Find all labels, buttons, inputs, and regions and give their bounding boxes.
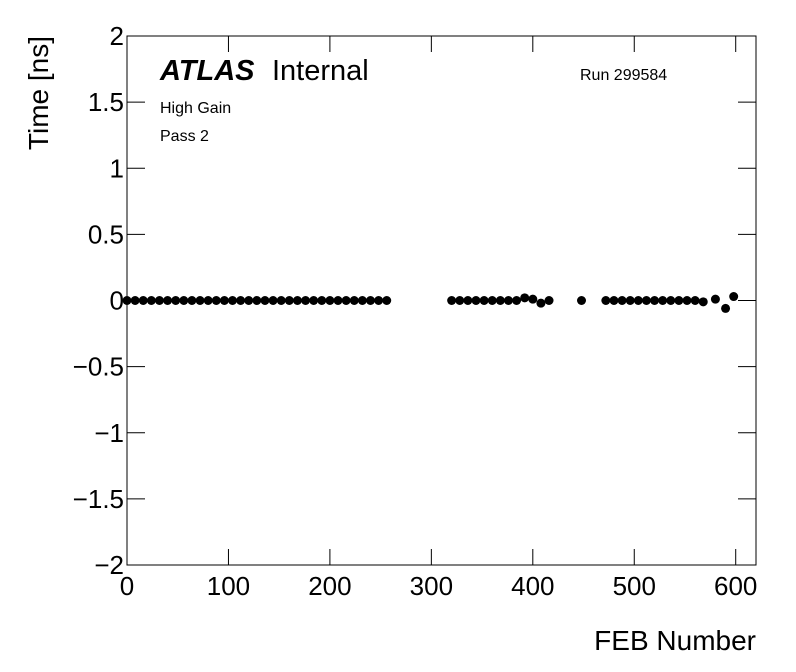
x-tick-label: 500	[613, 571, 656, 601]
data-point	[536, 298, 546, 308]
data-point	[617, 296, 627, 305]
data-point	[463, 296, 473, 305]
data-point	[479, 296, 489, 305]
data-point	[130, 296, 140, 305]
data-point	[729, 292, 739, 302]
data-point	[447, 296, 457, 305]
data-point	[641, 296, 651, 305]
data-point	[219, 296, 229, 305]
data-point	[455, 296, 465, 305]
data-point	[203, 296, 213, 305]
data-point	[309, 296, 319, 305]
data-point	[317, 296, 327, 305]
y-tick-label: 2	[110, 21, 124, 51]
x-tick-label: 100	[207, 571, 250, 601]
x-tick-label: 600	[714, 571, 757, 601]
y-tick-label: −1	[94, 418, 124, 448]
data-point	[609, 296, 619, 305]
brand: ATLAS	[159, 55, 255, 87]
y-tick-label: −2	[94, 550, 124, 580]
y-tick-label: 1.5	[88, 87, 124, 117]
data-point	[666, 296, 676, 305]
data-point	[520, 293, 530, 303]
data-point	[650, 296, 660, 305]
data-point	[187, 296, 197, 305]
x-tick-label: 0	[120, 571, 134, 601]
data-point	[658, 296, 668, 305]
annotation: High Gain	[160, 100, 231, 117]
data-point	[544, 296, 554, 305]
x-tick-label: 300	[410, 571, 453, 601]
data-point	[487, 296, 497, 305]
data-point	[228, 296, 238, 305]
data-point	[721, 303, 731, 313]
data-point	[292, 296, 302, 305]
data-point	[284, 296, 294, 305]
data-point	[601, 296, 611, 305]
data-point	[577, 296, 587, 305]
x-tick-label: 400	[511, 571, 554, 601]
data-point	[154, 296, 164, 305]
data-point	[633, 296, 643, 305]
data-point	[268, 296, 278, 305]
data-point	[674, 296, 684, 305]
data-point	[252, 296, 262, 305]
y-tick-label: 1	[110, 153, 124, 183]
data-point	[333, 296, 343, 305]
run-label: Run 299584	[580, 67, 667, 84]
status-label: Internal	[272, 55, 369, 87]
data-point	[325, 296, 335, 305]
data-point	[690, 296, 700, 305]
y-tick-label: −0.5	[73, 352, 124, 382]
data-point	[260, 296, 270, 305]
data-point	[195, 296, 205, 305]
data-point	[163, 296, 173, 305]
data-point	[495, 296, 505, 305]
data-point	[503, 296, 513, 305]
x-axis-title: FEB Number	[594, 625, 756, 656]
annotation: Pass 2	[160, 128, 209, 145]
y-axis-title: Time [ns]	[23, 36, 54, 150]
data-point	[471, 296, 481, 305]
data-point	[122, 296, 132, 305]
data-point	[374, 296, 384, 305]
y-tick-label: −1.5	[73, 484, 124, 514]
data-point	[276, 296, 286, 305]
data-point	[211, 296, 221, 305]
data-point	[146, 296, 156, 305]
x-tick-label: 200	[308, 571, 351, 601]
data-point	[341, 296, 351, 305]
data-point	[682, 296, 692, 305]
data-point	[365, 296, 375, 305]
data-point	[357, 296, 367, 305]
data-point	[528, 294, 538, 304]
data-point	[625, 296, 635, 305]
y-tick-label: 0.5	[88, 219, 124, 249]
data-point	[244, 296, 254, 305]
data-point	[171, 296, 181, 305]
data-point	[710, 294, 720, 304]
data-point	[138, 296, 148, 305]
data-point	[301, 296, 311, 305]
data-point	[382, 296, 392, 305]
data-point	[179, 296, 189, 305]
data-point	[512, 296, 522, 305]
y-tick-label: 0	[110, 286, 124, 316]
data-point	[349, 296, 359, 305]
data-point	[698, 297, 708, 307]
data-point	[236, 296, 246, 305]
